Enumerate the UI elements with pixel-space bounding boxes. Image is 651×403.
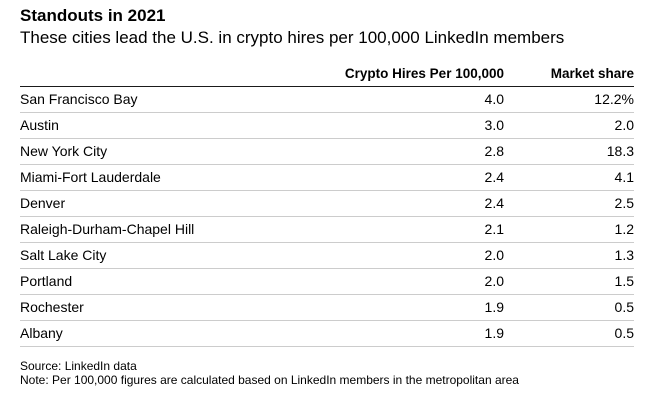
market-share-value: 0.5 (614, 325, 634, 341)
table-row: Albany 1.9 0.5 (20, 321, 634, 347)
city-name: Rochester (20, 299, 84, 315)
table-row: Salt Lake City 2.0 1.3 (20, 243, 634, 269)
market-share-value: 0.5 (614, 299, 634, 315)
city-name: Albany (20, 325, 63, 341)
table-row: Rochester 1.9 0.5 (20, 295, 634, 321)
hires-value: 1.9 (484, 299, 504, 315)
city-name: Salt Lake City (20, 247, 107, 263)
table-header: Crypto Hires Per 100,000 Market share (20, 62, 634, 87)
chart-title: Standouts in 2021 (20, 6, 166, 25)
market-share-value: 4.1 (614, 169, 634, 185)
chart-subtitle: These cities lead the U.S. in crypto hir… (20, 28, 565, 47)
table-row: Raleigh-Durham-Chapel Hill 2.1 1.2 (20, 217, 634, 243)
column-header-share: Market share (550, 66, 634, 81)
data-table: Crypto Hires Per 100,000 Market share Sa… (20, 62, 634, 347)
market-share-value: 2.0 (614, 117, 634, 133)
city-name: Portland (20, 273, 73, 289)
table-body: San Francisco Bay 4.0 12.2% Austin 3.0 2.0 New… (20, 87, 634, 347)
hires-value: 2.4 (484, 195, 504, 211)
city-name: San Francisco Bay (20, 91, 138, 107)
hires-value: 2.8 (484, 143, 504, 159)
city-name: Raleigh-Durham-Chapel Hill (20, 221, 195, 237)
table-row: Denver 2.4 2.5 (20, 191, 634, 217)
hires-value: 2.4 (484, 169, 504, 185)
table-row: New York City 2.8 18.3 (20, 139, 634, 165)
city-name: Denver (20, 195, 66, 211)
hires-value: 2.0 (484, 247, 504, 263)
market-share-value: 1.2 (614, 221, 634, 237)
market-share-value: 1.5 (614, 273, 634, 289)
hires-value: 1.9 (484, 325, 504, 341)
table-row: Miami-Fort Lauderdale 2.4 4.1 (20, 165, 634, 191)
market-share-value: 18.3 (606, 143, 634, 159)
source-note: Source: LinkedIn data (20, 359, 137, 373)
market-share-value: 12.2% (594, 91, 634, 107)
footnote: Note: Per 100,000 figures are calculated… (20, 373, 519, 387)
column-header-hires: Crypto Hires Per 100,000 (344, 66, 504, 81)
city-name: Miami-Fort Lauderdale (20, 169, 161, 185)
table-row: Austin 3.0 2.0 (20, 113, 634, 139)
city-name: Austin (20, 117, 59, 133)
city-name: New York City (20, 143, 108, 159)
hires-value: 4.0 (484, 91, 504, 107)
table-row: Portland 2.0 1.5 (20, 269, 634, 295)
hires-value: 2.1 (484, 221, 504, 237)
hires-value: 3.0 (484, 117, 504, 133)
hires-value: 2.0 (484, 273, 504, 289)
market-share-value: 1.3 (614, 247, 634, 263)
market-share-value: 2.5 (614, 195, 634, 211)
table-row: San Francisco Bay 4.0 12.2% (20, 87, 634, 113)
